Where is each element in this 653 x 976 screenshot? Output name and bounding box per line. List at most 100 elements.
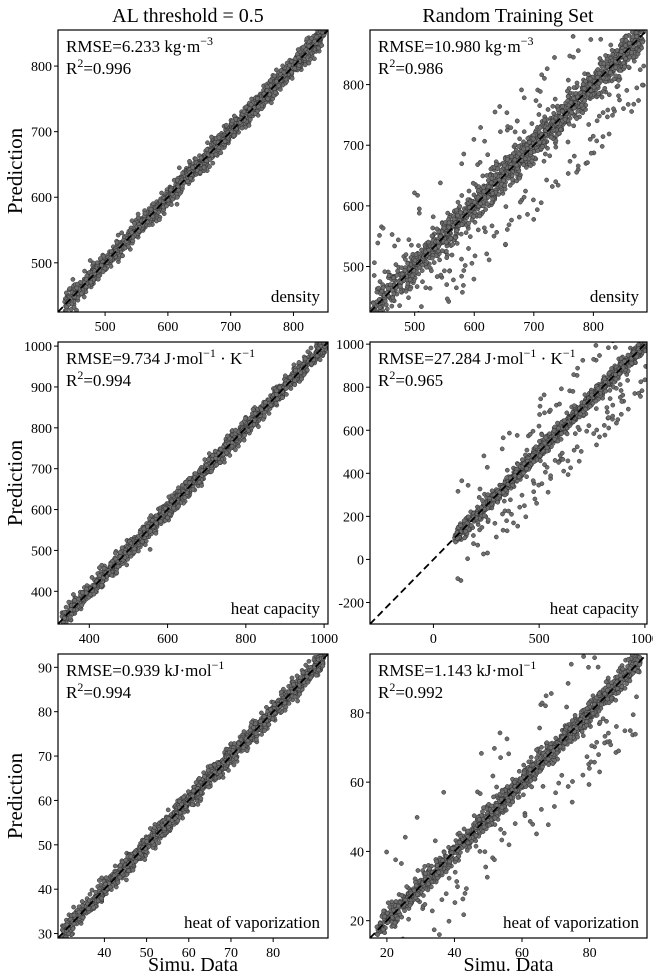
data-point bbox=[533, 98, 539, 103]
data-point bbox=[571, 105, 577, 111]
data-point bbox=[437, 257, 442, 263]
data-point bbox=[599, 144, 605, 149]
data-point bbox=[514, 118, 520, 124]
data-point bbox=[598, 36, 604, 42]
data-point bbox=[484, 251, 490, 257]
data-point bbox=[416, 243, 421, 248]
data-point bbox=[182, 495, 188, 500]
data-point bbox=[636, 98, 641, 103]
x-tick-label: 400 bbox=[79, 632, 100, 647]
data-point bbox=[206, 456, 211, 462]
data-point bbox=[537, 140, 542, 145]
rmse-label: RMSE=10.980 kg·m−3 bbox=[378, 34, 534, 56]
data-point bbox=[599, 94, 605, 100]
data-point bbox=[470, 180, 476, 186]
data-point bbox=[124, 562, 130, 568]
data-point bbox=[239, 421, 244, 426]
data-point bbox=[91, 591, 97, 597]
data-point bbox=[241, 109, 247, 115]
data-point bbox=[580, 110, 586, 116]
data-point bbox=[300, 44, 306, 50]
data-point bbox=[174, 201, 180, 207]
data-point bbox=[406, 295, 411, 301]
data-point bbox=[405, 260, 410, 266]
data-point bbox=[600, 110, 606, 115]
data-point bbox=[231, 133, 237, 139]
data-point bbox=[409, 242, 414, 248]
data-point bbox=[613, 65, 619, 70]
data-point bbox=[600, 7, 604, 11]
data-point bbox=[539, 72, 545, 78]
data-point bbox=[596, 70, 602, 76]
data-point bbox=[213, 151, 219, 157]
data-point bbox=[575, 163, 581, 169]
data-point bbox=[590, 133, 596, 139]
data-point bbox=[498, 168, 504, 173]
data-point bbox=[436, 244, 441, 249]
data-point bbox=[459, 161, 465, 167]
data-point bbox=[544, 177, 549, 183]
data-point bbox=[459, 222, 465, 227]
data-point bbox=[553, 138, 559, 144]
data-point bbox=[175, 187, 181, 193]
data-point bbox=[292, 66, 298, 71]
data-point bbox=[478, 125, 483, 130]
x-tick-label: 500 bbox=[404, 320, 425, 335]
data-point bbox=[216, 145, 222, 151]
data-point bbox=[391, 275, 397, 281]
data-point bbox=[292, 382, 298, 388]
data-point bbox=[560, 104, 565, 109]
data-point bbox=[113, 556, 118, 562]
data-point bbox=[398, 283, 403, 289]
data-point bbox=[542, 76, 547, 81]
data-point bbox=[492, 109, 498, 115]
data-point bbox=[150, 201, 156, 207]
data-point bbox=[568, 100, 574, 105]
data-point bbox=[509, 217, 514, 223]
data-point bbox=[81, 294, 87, 300]
data-point bbox=[476, 188, 481, 194]
y-axis-label: Prediction bbox=[3, 439, 27, 526]
data-point bbox=[629, 109, 634, 114]
data-point bbox=[423, 285, 429, 291]
data-point bbox=[147, 547, 153, 552]
data-point bbox=[380, 316, 384, 320]
data-point bbox=[209, 469, 214, 474]
r2-label: R2=0.986 bbox=[378, 56, 443, 78]
data-point bbox=[522, 156, 528, 162]
data-point bbox=[571, 96, 577, 101]
data-point bbox=[448, 236, 454, 241]
data-point bbox=[319, 25, 323, 29]
data-point bbox=[87, 258, 93, 263]
data-point bbox=[516, 144, 522, 149]
y-tick-label: 800 bbox=[31, 422, 52, 437]
x-tick-label: 1000 bbox=[310, 632, 338, 647]
data-point bbox=[582, 98, 588, 104]
identity-line bbox=[58, 342, 328, 624]
data-point bbox=[108, 264, 114, 269]
data-point bbox=[413, 252, 419, 257]
data-point bbox=[407, 286, 413, 292]
data-point bbox=[521, 139, 526, 145]
data-point bbox=[472, 199, 477, 205]
data-point bbox=[631, 14, 635, 18]
data-point bbox=[570, 34, 576, 39]
data-point bbox=[528, 163, 533, 168]
data-point bbox=[495, 166, 500, 172]
y-tick-label: 400 bbox=[31, 585, 52, 600]
data-point bbox=[614, 48, 620, 53]
y-tick-label: 600 bbox=[31, 191, 52, 206]
y-tick-label: 700 bbox=[343, 139, 364, 154]
data-point bbox=[545, 107, 551, 112]
data-point bbox=[431, 260, 437, 265]
data-point bbox=[623, 56, 629, 62]
data-point bbox=[430, 214, 436, 220]
data-point bbox=[555, 182, 561, 188]
data-point bbox=[504, 227, 510, 232]
data-point bbox=[486, 257, 492, 263]
data-point bbox=[427, 285, 433, 291]
data-point bbox=[393, 262, 399, 267]
data-point bbox=[469, 260, 475, 266]
data-point bbox=[457, 204, 463, 209]
rmse-label: RMSE=6.233 kg·m−3 bbox=[66, 34, 213, 56]
